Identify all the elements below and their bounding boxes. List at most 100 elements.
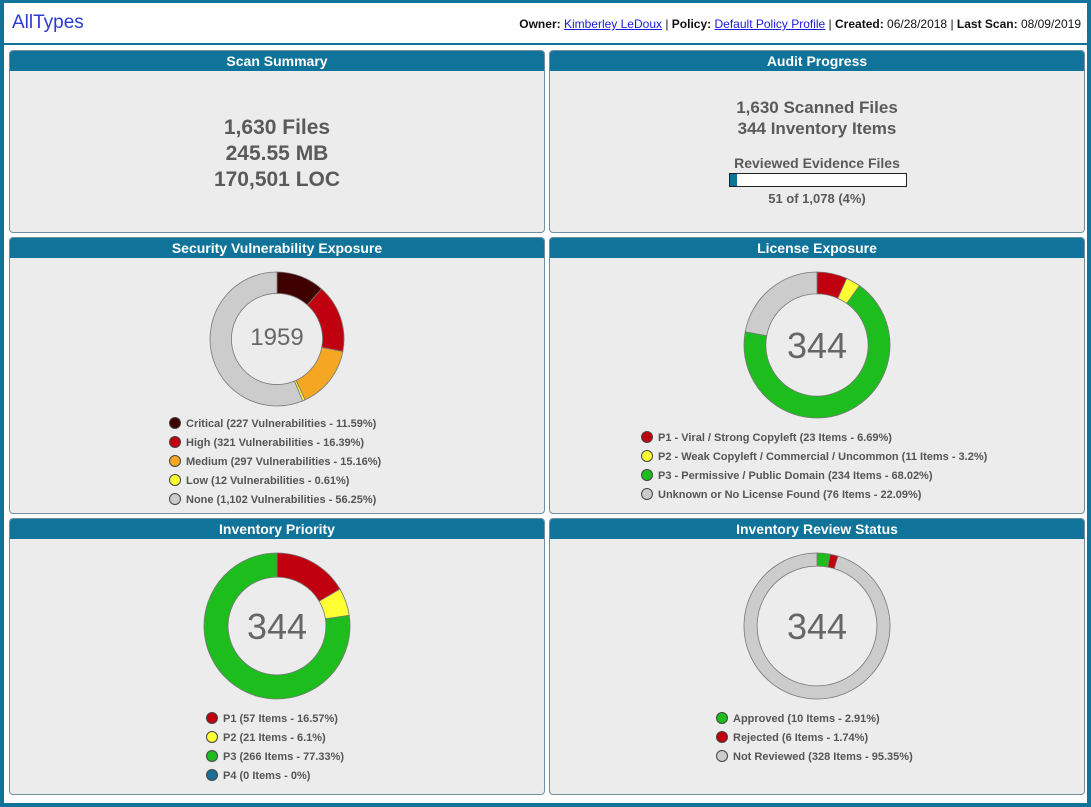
legend-label: High (321 Vulnerabilities - 16.39%) [186, 437, 365, 449]
license-legend-item[interactable]: P1 - Viral / Strong Copyleft (23 Items -… [641, 429, 987, 448]
scanned-files: 1,630 Scanned Files [736, 98, 898, 117]
owner-label: Owner: [519, 17, 561, 31]
priority-legend-item[interactable]: P1 (57 Items - 16.57%) [206, 710, 344, 729]
review-total: 344 [786, 606, 848, 647]
review-legend: Approved (10 Items - 2.91%) Rejected (6 I… [716, 710, 913, 767]
legend-label: P1 (57 Items - 16.57%) [223, 713, 338, 725]
legend-swatch [641, 488, 653, 500]
scan-summary-panel: Scan Summary 1,630 Files 245.55 MB 170,5… [9, 50, 545, 233]
reviewed-evidence-label: Reviewed Evidence Files [734, 155, 900, 171]
audit-progress-panel: Audit Progress 1,630 Scanned Files 344 I… [549, 50, 1085, 233]
review-legend-item[interactable]: Not Reviewed (328 Items - 95.35%) [716, 748, 913, 767]
reviewed-progress-fill [730, 174, 738, 186]
priority-slice-p1[interactable] [276, 552, 341, 602]
priority-legend-item[interactable]: P3 (266 Items - 77.33%) [206, 748, 344, 767]
legend-swatch [206, 731, 218, 743]
security-legend-item[interactable]: Critical (227 Vulnerabilities - 11.59%) [169, 415, 381, 434]
legend-label: Medium (297 Vulnerabilities - 15.16%) [186, 456, 382, 468]
file-count: 1,630 Files [223, 116, 331, 139]
legend-label: None (1,102 Vulnerabilities - 56.25%) [186, 494, 377, 506]
header-bar: AllTypes Owner: Kimberley LeDoux | Polic… [4, 3, 1087, 45]
legend-label: P3 - Permissive / Public Domain (234 Ite… [658, 470, 933, 482]
legend-label: P3 (266 Items - 77.33%) [223, 751, 345, 763]
security-title: Security Vulnerability Exposure [10, 238, 544, 258]
license-title: License Exposure [550, 238, 1084, 258]
legend-swatch [206, 769, 218, 781]
audit-progress-title: Audit Progress [550, 51, 1084, 71]
security-panel: Security Vulnerability Exposure 1959 Cri… [9, 237, 545, 514]
legend-label: Unknown or No License Found (76 Items - … [658, 489, 922, 501]
license-total: 344 [786, 325, 848, 366]
reviewed-progress-bar [729, 173, 907, 187]
priority-panel: Inventory Priority 344 P1 (57 Items - 16… [9, 518, 545, 795]
scan-summary-stats: 1,630 Files 245.55 MB 170,501 LOC [10, 115, 544, 193]
legend-swatch [169, 455, 181, 467]
legend-label: Not Reviewed (328 Items - 95.35%) [733, 751, 913, 763]
legend-label: P4 (0 Items - 0%) [223, 770, 311, 782]
legend-swatch [169, 493, 181, 505]
policy-label: Policy: [671, 17, 712, 31]
legend-label: P1 - Viral / Strong Copyleft (23 Items -… [658, 432, 892, 444]
legend-swatch [206, 712, 218, 724]
legend-swatch [641, 450, 653, 462]
reviewed-progress-text: 51 of 1,078 (4%) [768, 191, 866, 206]
license-panel: License Exposure 344 P1 - Viral / Strong… [549, 237, 1085, 514]
legend-swatch [641, 469, 653, 481]
review-legend-item[interactable]: Rejected (6 Items - 1.74%) [716, 729, 913, 748]
priority-legend-item[interactable]: P4 (0 Items - 0%) [206, 767, 344, 786]
license-legend-item[interactable]: P3 - Permissive / Public Domain (234 Ite… [641, 467, 987, 486]
legend-swatch [206, 750, 218, 762]
priority-total: 344 [246, 606, 308, 647]
legend-swatch [716, 750, 728, 762]
inventory-items: 344 Inventory Items [737, 119, 897, 138]
legend-swatch [716, 712, 728, 724]
scan-summary-title: Scan Summary [10, 51, 544, 71]
review-title: Inventory Review Status [550, 519, 1084, 539]
license-legend: P1 - Viral / Strong Copyleft (23 Items -… [641, 429, 987, 505]
security-legend-item[interactable]: None (1,102 Vulnerabilities - 56.25%) [169, 491, 381, 510]
legend-swatch [169, 436, 181, 448]
legend-label: Low (12 Vulnerabilities - 0.61%) [186, 475, 350, 487]
last-scan-date: 08/09/2019 [1020, 17, 1081, 31]
legend-swatch [716, 731, 728, 743]
audit-stats: 1,630 Scanned Files 344 Inventory Items [550, 97, 1084, 139]
review-legend-item[interactable]: Approved (10 Items - 2.91%) [716, 710, 913, 729]
review-slice-not-reviewed[interactable] [743, 552, 891, 700]
priority-legend-item[interactable]: P2 (21 Items - 6.1%) [206, 729, 344, 748]
priority-title: Inventory Priority [10, 519, 544, 539]
license-legend-item[interactable]: P2 - Weak Copyleft / Commercial / Uncomm… [641, 448, 987, 467]
security-donut-chart [209, 271, 345, 407]
license-donut-chart [743, 271, 891, 419]
security-legend: Critical (227 Vulnerabilities - 11.59%) H… [169, 415, 381, 510]
legend-label: Rejected (6 Items - 1.74%) [733, 732, 869, 744]
scan-size: 245.55 MB [225, 142, 329, 165]
priority-legend: P1 (57 Items - 16.57%) P2 (21 Items - 6.1… [206, 710, 344, 786]
legend-swatch [169, 417, 181, 429]
license-legend-item[interactable]: Unknown or No License Found (76 Items - … [641, 486, 987, 505]
security-legend-item[interactable]: Low (12 Vulnerabilities - 0.61%) [169, 472, 381, 491]
owner-link[interactable]: Kimberley LeDoux [563, 17, 662, 31]
review-donut-chart [743, 552, 891, 700]
created-label: Created: [835, 17, 884, 31]
line-count: 170,501 LOC [213, 168, 341, 191]
app-title: AllTypes [12, 12, 84, 33]
review-panel: Inventory Review Status 344 Approved (10… [549, 518, 1085, 795]
last-scan-label: Last Scan: [956, 17, 1018, 31]
priority-slice-p3[interactable] [203, 552, 351, 700]
policy-link[interactable]: Default Policy Profile [714, 17, 826, 31]
legend-label: P2 (21 Items - 6.1%) [223, 732, 326, 744]
license-slice-p3-permissive-public-domain[interactable] [743, 285, 891, 419]
security-legend-item[interactable]: Medium (297 Vulnerabilities - 15.16%) [169, 453, 381, 472]
security-total: 1959 [250, 324, 304, 351]
security-slice-none[interactable] [209, 271, 304, 407]
security-slice-medium[interactable] [295, 346, 344, 401]
security-legend-item[interactable]: High (321 Vulnerabilities - 16.39%) [169, 434, 381, 453]
legend-label: P2 - Weak Copyleft / Commercial / Uncomm… [658, 451, 988, 463]
legend-label: Critical (227 Vulnerabilities - 11.59%) [186, 418, 377, 430]
priority-donut-chart [203, 552, 351, 700]
legend-swatch [169, 474, 181, 486]
legend-swatch [641, 431, 653, 443]
license-slice-unknown-or-no-license-found[interactable] [744, 271, 818, 337]
legend-label: Approved (10 Items - 2.91%) [733, 713, 880, 725]
created-date: 06/28/2018 [887, 17, 948, 31]
